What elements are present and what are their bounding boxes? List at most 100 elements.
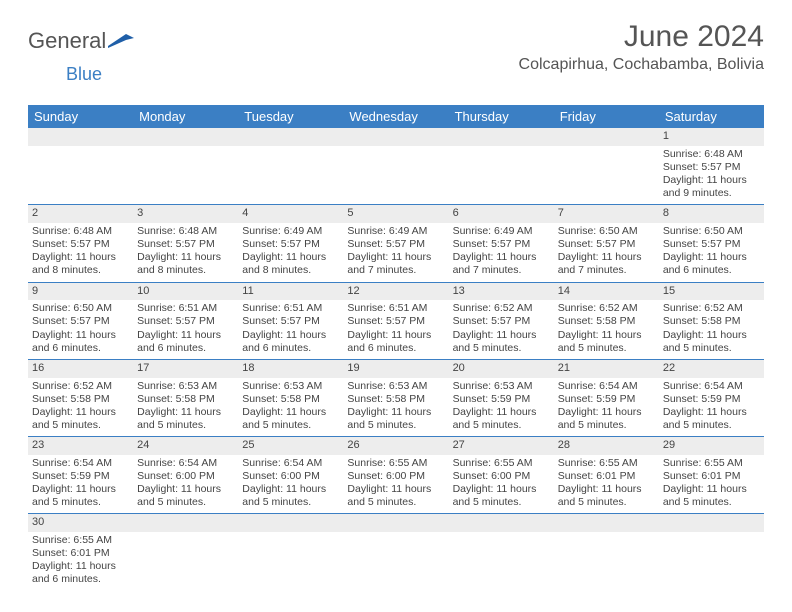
sunrise-text: Sunrise: 6:54 AM — [242, 457, 339, 470]
day-number: 29 — [659, 437, 764, 455]
day-number: 23 — [28, 437, 133, 455]
week-row: 23Sunrise: 6:54 AMSunset: 5:59 PMDayligh… — [28, 437, 764, 514]
day-details: Sunrise: 6:54 AMSunset: 6:00 PMDaylight:… — [133, 455, 238, 514]
sunset-text: Sunset: 5:59 PM — [32, 470, 129, 483]
daylight-text: Daylight: 11 hours and 5 minutes. — [453, 483, 550, 509]
week-row: 9Sunrise: 6:50 AMSunset: 5:57 PMDaylight… — [28, 282, 764, 359]
day-details: Sunrise: 6:49 AMSunset: 5:57 PMDaylight:… — [238, 223, 343, 282]
sunset-text: Sunset: 5:57 PM — [137, 238, 234, 251]
sunset-text: Sunset: 5:59 PM — [663, 393, 760, 406]
day-cell: 23Sunrise: 6:54 AMSunset: 5:59 PMDayligh… — [28, 437, 133, 514]
logo-text-blue: Blue — [66, 64, 102, 84]
day-details: Sunrise: 6:51 AMSunset: 5:57 PMDaylight:… — [238, 300, 343, 359]
daylight-text: Daylight: 11 hours and 5 minutes. — [347, 406, 444, 432]
day-cell: 2Sunrise: 6:48 AMSunset: 5:57 PMDaylight… — [28, 205, 133, 282]
day-details: Sunrise: 6:54 AMSunset: 5:59 PMDaylight:… — [659, 378, 764, 437]
day-details: Sunrise: 6:54 AMSunset: 6:00 PMDaylight:… — [238, 455, 343, 514]
day-cell — [554, 514, 659, 591]
daylight-text: Daylight: 11 hours and 5 minutes. — [453, 406, 550, 432]
day-cell: 29Sunrise: 6:55 AMSunset: 6:01 PMDayligh… — [659, 437, 764, 514]
empty-day-number — [449, 514, 554, 532]
day-number: 6 — [449, 205, 554, 223]
day-cell: 15Sunrise: 6:52 AMSunset: 5:58 PMDayligh… — [659, 282, 764, 359]
day-cell: 19Sunrise: 6:53 AMSunset: 5:58 PMDayligh… — [343, 359, 448, 436]
day-number: 16 — [28, 360, 133, 378]
sunrise-text: Sunrise: 6:49 AM — [242, 225, 339, 238]
week-row: 30Sunrise: 6:55 AMSunset: 6:01 PMDayligh… — [28, 514, 764, 591]
day-details: Sunrise: 6:55 AMSunset: 6:00 PMDaylight:… — [449, 455, 554, 514]
day-header: Friday — [554, 105, 659, 128]
sunrise-text: Sunrise: 6:54 AM — [137, 457, 234, 470]
day-header: Sunday — [28, 105, 133, 128]
day-cell — [238, 514, 343, 591]
daylight-text: Daylight: 11 hours and 6 minutes. — [347, 329, 444, 355]
week-row: 2Sunrise: 6:48 AMSunset: 5:57 PMDaylight… — [28, 205, 764, 282]
sunrise-text: Sunrise: 6:51 AM — [242, 302, 339, 315]
sunset-text: Sunset: 5:58 PM — [558, 315, 655, 328]
day-cell: 10Sunrise: 6:51 AMSunset: 5:57 PMDayligh… — [133, 282, 238, 359]
sunrise-text: Sunrise: 6:51 AM — [347, 302, 444, 315]
day-number: 27 — [449, 437, 554, 455]
day-details: Sunrise: 6:52 AMSunset: 5:58 PMDaylight:… — [659, 300, 764, 359]
day-cell: 4Sunrise: 6:49 AMSunset: 5:57 PMDaylight… — [238, 205, 343, 282]
day-cell — [554, 128, 659, 205]
daylight-text: Daylight: 11 hours and 5 minutes. — [32, 483, 129, 509]
day-details: Sunrise: 6:55 AMSunset: 6:00 PMDaylight:… — [343, 455, 448, 514]
sunset-text: Sunset: 6:00 PM — [347, 470, 444, 483]
sunset-text: Sunset: 6:00 PM — [242, 470, 339, 483]
day-details: Sunrise: 6:53 AMSunset: 5:58 PMDaylight:… — [343, 378, 448, 437]
sunrise-text: Sunrise: 6:53 AM — [347, 380, 444, 393]
day-number: 2 — [28, 205, 133, 223]
month-title: June 2024 — [519, 20, 764, 54]
daylight-text: Daylight: 11 hours and 5 minutes. — [558, 483, 655, 509]
day-number: 24 — [133, 437, 238, 455]
daylight-text: Daylight: 11 hours and 5 minutes. — [453, 329, 550, 355]
day-details: Sunrise: 6:52 AMSunset: 5:58 PMDaylight:… — [28, 378, 133, 437]
daylight-text: Daylight: 11 hours and 5 minutes. — [242, 406, 339, 432]
sunrise-text: Sunrise: 6:48 AM — [663, 148, 760, 161]
day-details: Sunrise: 6:53 AMSunset: 5:59 PMDaylight:… — [449, 378, 554, 437]
day-cell — [133, 128, 238, 205]
week-row: 16Sunrise: 6:52 AMSunset: 5:58 PMDayligh… — [28, 359, 764, 436]
day-cell: 21Sunrise: 6:54 AMSunset: 5:59 PMDayligh… — [554, 359, 659, 436]
day-details: Sunrise: 6:49 AMSunset: 5:57 PMDaylight:… — [449, 223, 554, 282]
sunrise-text: Sunrise: 6:55 AM — [32, 534, 129, 547]
daylight-text: Daylight: 11 hours and 6 minutes. — [137, 329, 234, 355]
day-details: Sunrise: 6:48 AMSunset: 5:57 PMDaylight:… — [133, 223, 238, 282]
sunset-text: Sunset: 5:57 PM — [137, 315, 234, 328]
day-number: 28 — [554, 437, 659, 455]
day-cell — [343, 514, 448, 591]
day-cell: 20Sunrise: 6:53 AMSunset: 5:59 PMDayligh… — [449, 359, 554, 436]
daylight-text: Daylight: 11 hours and 5 minutes. — [137, 406, 234, 432]
sunrise-text: Sunrise: 6:52 AM — [558, 302, 655, 315]
day-number: 9 — [28, 283, 133, 301]
empty-day-number — [659, 514, 764, 532]
daylight-text: Daylight: 11 hours and 6 minutes. — [32, 329, 129, 355]
day-cell: 6Sunrise: 6:49 AMSunset: 5:57 PMDaylight… — [449, 205, 554, 282]
sunset-text: Sunset: 6:01 PM — [32, 547, 129, 560]
day-number: 15 — [659, 283, 764, 301]
day-cell: 1Sunrise: 6:48 AMSunset: 5:57 PMDaylight… — [659, 128, 764, 205]
daylight-text: Daylight: 11 hours and 5 minutes. — [242, 483, 339, 509]
day-cell: 30Sunrise: 6:55 AMSunset: 6:01 PMDayligh… — [28, 514, 133, 591]
day-cell: 5Sunrise: 6:49 AMSunset: 5:57 PMDaylight… — [343, 205, 448, 282]
day-cell: 24Sunrise: 6:54 AMSunset: 6:00 PMDayligh… — [133, 437, 238, 514]
day-cell: 27Sunrise: 6:55 AMSunset: 6:00 PMDayligh… — [449, 437, 554, 514]
daylight-text: Daylight: 11 hours and 5 minutes. — [137, 483, 234, 509]
day-number: 7 — [554, 205, 659, 223]
daylight-text: Daylight: 11 hours and 5 minutes. — [558, 329, 655, 355]
empty-day-number — [133, 128, 238, 146]
empty-day-number — [133, 514, 238, 532]
day-cell: 13Sunrise: 6:52 AMSunset: 5:57 PMDayligh… — [449, 282, 554, 359]
day-cell: 16Sunrise: 6:52 AMSunset: 5:58 PMDayligh… — [28, 359, 133, 436]
day-cell — [133, 514, 238, 591]
day-number: 10 — [133, 283, 238, 301]
day-number: 11 — [238, 283, 343, 301]
sunrise-text: Sunrise: 6:53 AM — [242, 380, 339, 393]
day-details: Sunrise: 6:54 AMSunset: 5:59 PMDaylight:… — [28, 455, 133, 514]
sunrise-text: Sunrise: 6:55 AM — [663, 457, 760, 470]
logo-text-general: General — [28, 28, 106, 54]
day-cell: 8Sunrise: 6:50 AMSunset: 5:57 PMDaylight… — [659, 205, 764, 282]
day-details: Sunrise: 6:50 AMSunset: 5:57 PMDaylight:… — [28, 300, 133, 359]
day-details: Sunrise: 6:50 AMSunset: 5:57 PMDaylight:… — [659, 223, 764, 282]
